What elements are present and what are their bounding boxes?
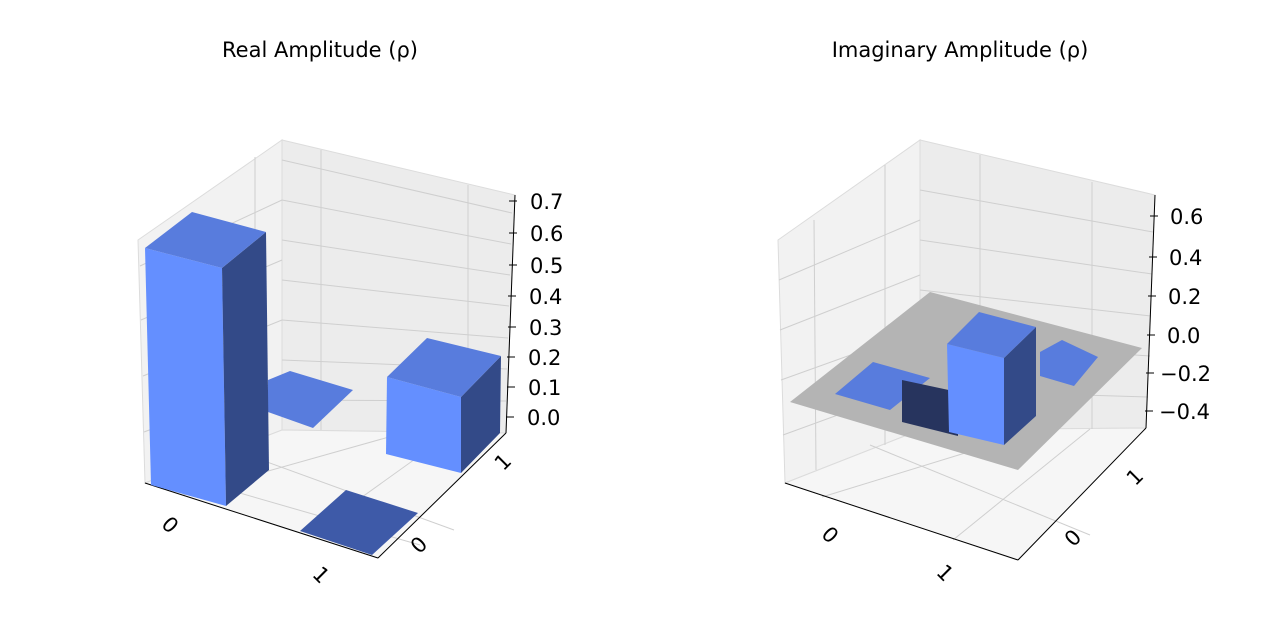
imag-bar-row1-col1 xyxy=(1040,340,1098,386)
imag-axes xyxy=(784,194,1156,561)
real-z-tick-label: 0.4 xyxy=(529,285,562,309)
real-plot-title: Real Amplitude (ρ) xyxy=(222,38,418,62)
real-z-tick-label: 0.5 xyxy=(530,254,563,278)
imag-amplitude-plot: Imaginary Amplitude (ρ) xyxy=(777,38,1211,586)
real-z-tick-label: 0.3 xyxy=(529,316,562,340)
real-row-tick-label: 0 xyxy=(157,512,183,538)
imag-col-tick-label: 1 xyxy=(1122,464,1148,490)
imag-col-tick-label: 0 xyxy=(1060,525,1086,551)
real-z-ticks: 0.7 0.6 0.5 0.4 0.3 0.2 0.1 0.0 xyxy=(506,190,563,430)
real-bar-row1-col1 xyxy=(386,338,501,473)
real-col-tick-label: 0 xyxy=(406,532,432,558)
imag-z-tick-label: −0.2 xyxy=(1160,362,1211,386)
imag-z-tick-label: 0.4 xyxy=(1169,246,1202,270)
real-z-tick-label: 0.7 xyxy=(530,190,563,214)
real-axes xyxy=(144,194,516,559)
imag-bar-row1-col0-positive xyxy=(947,312,1036,445)
imag-bar-row0-col1-negative-lower xyxy=(902,380,958,436)
real-z-tick-label: 0.2 xyxy=(528,346,561,370)
imag-z-ticks: 0.6 0.4 0.2 0.0 −0.2 −0.4 xyxy=(1145,205,1211,424)
imag-row-tick-label: 0 xyxy=(817,522,843,548)
imag-z-tick-label: −0.4 xyxy=(1159,400,1210,424)
real-amplitude-plot: Real Amplitude (ρ) xyxy=(137,38,563,588)
real-bar-row1-col0 xyxy=(300,490,418,555)
imag-row-tick-label: 1 xyxy=(932,560,958,586)
real-bar-row0-col1 xyxy=(268,371,353,428)
imag-plot-title: Imaginary Amplitude (ρ) xyxy=(832,38,1089,62)
imag-z-tick-label: 0.2 xyxy=(1168,285,1201,309)
real-row-tick-label: 1 xyxy=(308,562,334,588)
real-z-tick-label: 0.1 xyxy=(528,376,561,400)
real-z-tick-label: 0.0 xyxy=(527,406,560,430)
real-bar-row0-col0 xyxy=(145,212,269,506)
imag-bar-row0-col0 xyxy=(835,362,930,410)
imag-z-tick-label: 0.0 xyxy=(1167,324,1200,348)
imag-bars xyxy=(790,292,1142,470)
imag-z-tick-label: 0.6 xyxy=(1170,205,1203,229)
real-bars xyxy=(145,212,501,555)
imag-grid xyxy=(778,155,1154,541)
real-z-tick-label: 0.6 xyxy=(530,222,563,246)
real-col-tick-label: 1 xyxy=(490,449,516,475)
